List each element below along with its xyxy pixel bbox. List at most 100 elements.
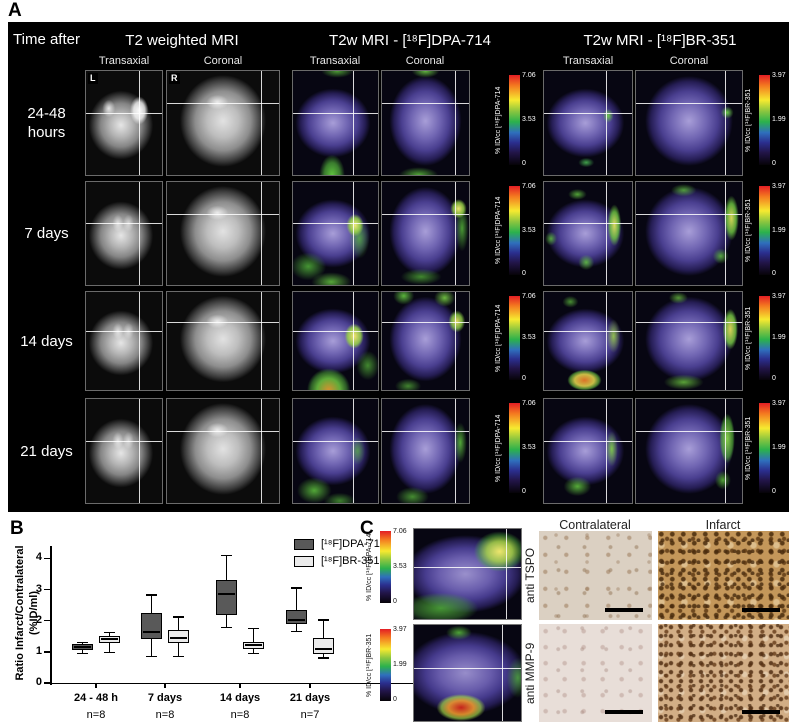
- sub-header-transaxial: Transaxial: [309, 55, 361, 67]
- colorbar-label: % ID/cc [¹⁸F]DPA-714: [366, 533, 373, 601]
- colorbar-tick-max: 7.06: [522, 400, 536, 407]
- legend: [¹⁸F]DPA-714 [¹⁸F]BR-351: [294, 538, 386, 572]
- pet-dpa714-transaxial-image-row4: [292, 398, 379, 504]
- crosshair-horizontal: [382, 322, 469, 324]
- crosshair-vertical: [455, 399, 457, 503]
- crosshair-vertical: [261, 71, 263, 175]
- histology-tspo-contralateral-image: [539, 531, 652, 620]
- box-dpa714: [286, 609, 307, 624]
- scale-bar: [742, 608, 780, 612]
- orientation-marker-left: L: [88, 73, 98, 84]
- column-header-contralateral: Contralateral: [559, 518, 631, 532]
- pet-br351-transaxial-image-row4: [543, 398, 633, 504]
- n-label: n=8: [155, 709, 175, 721]
- crosshair-horizontal: [544, 331, 632, 333]
- crosshair-vertical: [261, 182, 263, 285]
- panel-c-label: C: [360, 518, 374, 539]
- whisker-cap-bottom: [77, 652, 88, 655]
- pet-dpa714-coronal-image-row4: [381, 398, 470, 504]
- y-tick-label: 0: [35, 676, 42, 688]
- sub-header-transaxial: Transaxial: [98, 55, 150, 67]
- colorbar-tick-max: 3.97: [393, 626, 407, 633]
- scale-bar: [605, 608, 643, 612]
- whisker-cap-bottom: [104, 651, 115, 654]
- crosshair-vertical: [455, 182, 457, 285]
- histology-tspo-infarct-image: [658, 531, 789, 620]
- x-tick-label: 21 days: [289, 692, 331, 704]
- y-tick: [44, 619, 50, 622]
- colorbar-label: % ID/cc [¹⁸F]DPA-714: [495, 414, 502, 482]
- n-label: n=8: [86, 709, 106, 721]
- legend-label-br351: [¹⁸F]BR-351: [321, 555, 380, 567]
- colorbar-gradient: [380, 531, 391, 603]
- crosshair-horizontal: [414, 566, 521, 568]
- whisker: [252, 628, 255, 654]
- colorbar-label: % ID/cc [¹⁸F]BR-351: [366, 633, 373, 697]
- colorbar-gradient: [380, 629, 391, 701]
- mri-transaxial-image-row2: [85, 181, 163, 286]
- legend-swatch-dpa714-icon: [294, 538, 314, 550]
- crosshair-horizontal: [414, 668, 521, 670]
- colorbar-label: % ID/cc [¹⁸F]BR-351: [745, 306, 752, 370]
- pet-br351-coronal-image: [413, 624, 522, 722]
- colorbar-tick-mid: 1.99: [393, 661, 407, 668]
- pet-br351-transaxial-image-row3: [543, 291, 633, 391]
- row-label-anti-tspo: anti TSPO: [523, 547, 537, 604]
- pet-dpa714-coronal-image-row3: [381, 291, 470, 391]
- histology-mmp9-infarct-image: [658, 624, 789, 722]
- crosshair-horizontal: [636, 322, 742, 324]
- pet-dpa714-coronal-image-row1: [381, 70, 470, 176]
- y-axis: [50, 546, 52, 685]
- sub-header-transaxial: Transaxial: [562, 55, 614, 67]
- crosshair-horizontal: [382, 431, 469, 433]
- colorbar-dpa: % ID/cc [¹⁸F]DPA-714 7.06 3.53 0: [495, 400, 539, 496]
- crosshair-horizontal: [544, 112, 632, 114]
- colorbar-label: % ID/cc [¹⁸F]BR-351: [745, 416, 752, 480]
- colorbar-tick-max: 3.97: [772, 293, 786, 300]
- pet-br351-transaxial-image-row1: [543, 70, 633, 176]
- whisker-cap-top: [77, 641, 88, 644]
- crosshair-vertical: [352, 71, 354, 175]
- colorbar-tick-mid: 1.99: [772, 444, 786, 451]
- colorbar-dpa714: % ID/cc [¹⁸F]DPA-714 7.06 3.53 0: [366, 528, 412, 606]
- colorbar-tick-max: 3.97: [772, 400, 786, 407]
- crosshair-horizontal: [86, 112, 162, 114]
- median-line: [218, 593, 235, 596]
- crosshair-vertical: [725, 182, 727, 285]
- pet-dpa714-coronal-image: [413, 528, 522, 620]
- colorbar-dpa: % ID/cc [¹⁸F]DPA-714 7.06 3.53 0: [495, 293, 539, 383]
- crosshair-vertical: [455, 292, 457, 390]
- colorbar-tick-mid: 3.53: [522, 226, 536, 234]
- colorbar-tick-min: 0: [522, 270, 526, 277]
- x-tick: [309, 683, 311, 688]
- crosshair-vertical: [501, 625, 503, 721]
- pet-br351-coronal-image-row1: [635, 70, 743, 176]
- crosshair-vertical: [261, 292, 263, 390]
- crosshair-horizontal: [167, 213, 279, 215]
- crosshair-vertical: [725, 71, 727, 175]
- median-line: [143, 630, 160, 633]
- x-axis: [50, 682, 422, 684]
- colorbar-tick-min: 0: [522, 375, 526, 382]
- group-title-dpa714: T2w MRI - [¹⁸F]DPA-714: [329, 32, 491, 49]
- colorbar-tick-min: 0: [393, 696, 397, 703]
- median-line: [74, 646, 91, 649]
- mri-transaxial-image-row4: [85, 398, 163, 504]
- sub-header-coronal: Coronal: [669, 55, 709, 67]
- mri-transaxial-image-row3: [85, 291, 163, 391]
- crosshair-horizontal: [167, 322, 279, 324]
- histology-mmp9-contralateral-image: [539, 624, 652, 722]
- colorbar-tick-mid: 3.53: [393, 563, 407, 570]
- crosshair-horizontal: [86, 331, 162, 333]
- y-tick-label: 1: [35, 644, 42, 657]
- whisker-cap-bottom: [318, 657, 329, 659]
- crosshair-horizontal: [293, 223, 378, 225]
- colorbar-br: % ID/cc [¹⁸F]BR-351 3.97 1.99 0: [745, 72, 789, 168]
- n-label: n=8: [230, 709, 250, 721]
- whisker-cap-top: [291, 587, 302, 589]
- crosshair-horizontal: [544, 440, 632, 442]
- crosshair-vertical: [352, 182, 354, 285]
- crosshair-vertical: [605, 292, 607, 390]
- pet-dpa714-transaxial-image-row1: [292, 70, 379, 176]
